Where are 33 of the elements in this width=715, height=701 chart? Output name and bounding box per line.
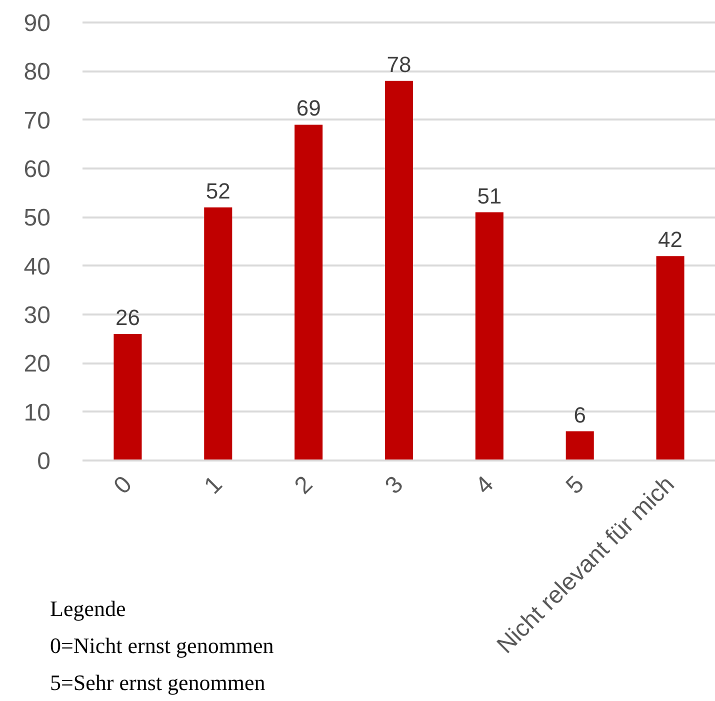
y-tick-label: 80 [24, 58, 51, 86]
y-tick-label: 90 [24, 10, 51, 37]
bar [204, 207, 232, 460]
bar [566, 431, 594, 460]
y-tick-label: 70 [24, 107, 51, 134]
bar [114, 334, 142, 460]
y-tick-label: 50 [24, 204, 51, 232]
data-label: 69 [296, 96, 321, 121]
y-tick-label: 0 [37, 448, 51, 475]
x-tick-label: 1 [199, 470, 228, 500]
data-label: 52 [206, 178, 230, 204]
y-tick-label: 30 [24, 302, 51, 329]
data-label: 78 [386, 52, 412, 77]
data-label: 26 [115, 304, 140, 330]
bar [475, 212, 504, 460]
y-tick-label: 10 [24, 399, 51, 426]
text: Legende [50, 595, 127, 623]
data-label: 42 [658, 227, 683, 252]
y-tick-label: 40 [24, 253, 51, 280]
y-tick-label: 20 [24, 350, 51, 378]
bar [294, 124, 323, 460]
y-tick-label: 60 [24, 156, 51, 183]
x-tick-label: 5 [560, 470, 590, 500]
bar [384, 80, 414, 460]
data-label: 51 [477, 183, 502, 208]
text: 5=Sehr ernst genommen [50, 669, 266, 697]
x-tick-label: 3 [380, 470, 409, 500]
x-tick-label: 0 [108, 470, 138, 500]
data-label: 6 [574, 402, 586, 428]
text: 0=Nicht ernst genommen [50, 632, 274, 660]
x-tick-label: 2 [290, 470, 318, 500]
bar [656, 256, 684, 460]
x-tick-label: 4 [470, 470, 499, 500]
